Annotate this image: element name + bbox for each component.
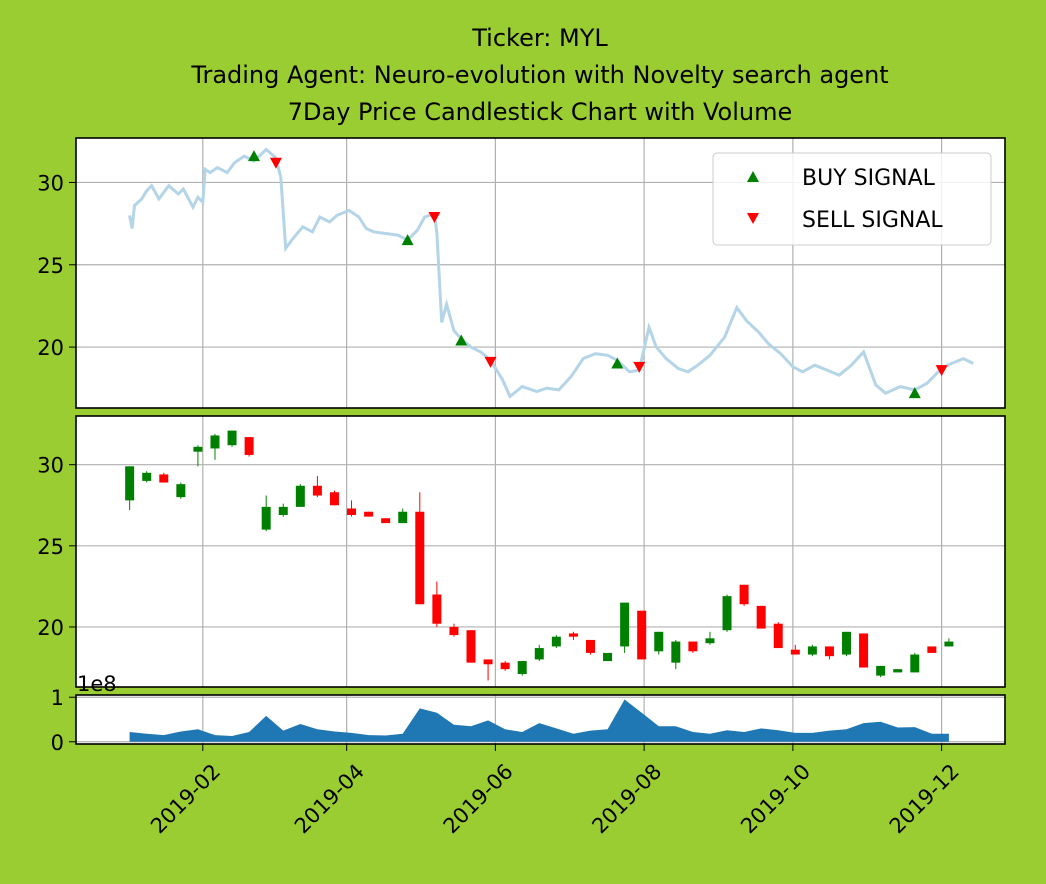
candle-body	[910, 654, 920, 673]
candle-body	[722, 596, 732, 631]
legend: BUY SIGNAL SELL SIGNAL	[712, 152, 992, 246]
volume-frame	[75, 694, 1006, 745]
candle-body	[876, 665, 886, 676]
candle-body	[807, 646, 817, 655]
candle-body	[483, 659, 493, 665]
candle-body	[227, 430, 237, 446]
sell-signal-marker	[428, 212, 441, 224]
candle-y-tick-label: 25	[37, 535, 64, 559]
candle-body	[295, 485, 305, 507]
candle-body	[790, 649, 800, 655]
legend-box	[712, 152, 992, 246]
candle-body	[500, 662, 510, 670]
buy-signal-marker	[247, 150, 260, 162]
candle-body	[620, 602, 630, 647]
candle-body	[739, 584, 749, 605]
candle-body	[278, 506, 288, 515]
candle-body	[125, 466, 135, 501]
x-tick-label: 2019-02	[146, 759, 225, 838]
buy-signal-marker	[455, 334, 468, 346]
candle-body	[603, 652, 613, 662]
sell-signal-marker	[484, 356, 497, 368]
volume-y-tick-label: 1	[51, 686, 64, 710]
legend-sell-label: SELL SIGNAL	[802, 208, 943, 233]
candle-body	[705, 638, 715, 644]
candle-body	[824, 646, 834, 657]
price-y-tick-label: 30	[37, 171, 64, 195]
candle-body	[312, 485, 322, 496]
legend-buy-marker	[747, 171, 759, 182]
chart-title-line-1: Ticker: MYL	[471, 24, 608, 52]
chart-title-line-3: 7Day Price Candlestick Chart with Volume	[288, 98, 793, 126]
sell-signal-marker	[633, 361, 646, 373]
x-tick-label: 2019-12	[885, 759, 964, 838]
candle-body	[637, 610, 647, 660]
candle-body	[927, 646, 937, 653]
candle-body	[176, 484, 186, 498]
buy-signal-marker	[611, 357, 624, 369]
candle-y-tick-label: 20	[37, 616, 64, 640]
x-tick-label: 2019-10	[736, 759, 815, 838]
candlestick-panel: 20 25 30	[37, 415, 1006, 688]
candle-body	[432, 594, 442, 624]
candle-body	[654, 631, 664, 652]
buy-signal-marker	[401, 234, 414, 246]
candle-body	[893, 669, 903, 673]
x-tick-label: 2019-06	[439, 759, 518, 838]
candle-body	[756, 605, 766, 629]
x-tick-label: 2019-04	[290, 759, 369, 838]
candle-body	[449, 626, 459, 636]
price-y-tick-label: 20	[37, 336, 64, 360]
candle-body	[585, 639, 595, 653]
legend-sell-marker	[747, 213, 759, 224]
candle-body	[193, 446, 203, 452]
candle-body	[859, 633, 869, 668]
price-frame	[75, 137, 1006, 409]
candle-body	[551, 636, 561, 647]
candle-body	[261, 506, 271, 530]
candle-body	[415, 511, 425, 605]
candle-body	[568, 633, 578, 637]
volume-y-tick-label: 0	[51, 731, 64, 755]
x-axis: 2019-02 2019-04 2019-06 2019-08 2019-10 2019-…	[146, 744, 964, 838]
chart-title-line-2: Trading Agent: Neuro-evolution with Nove…	[190, 61, 888, 89]
candle-body	[842, 631, 852, 655]
candle-frame	[75, 415, 1006, 688]
price-y-tick-label: 25	[37, 254, 64, 278]
candle-body	[517, 661, 527, 675]
candle-body	[688, 641, 698, 652]
chart-title: Ticker: MYL Trading Agent: Neuro-evoluti…	[190, 24, 888, 126]
volume-area	[129, 699, 949, 742]
sell-signal-marker	[935, 365, 948, 377]
candle-body	[381, 518, 391, 524]
candle-body	[398, 511, 408, 524]
legend-buy-label: BUY SIGNAL	[802, 166, 936, 191]
candle-body	[329, 492, 339, 506]
sell-signal-marker	[269, 157, 282, 169]
candle-body	[773, 623, 783, 649]
candle-body	[210, 435, 220, 449]
volume-panel: 0 1 1e8	[51, 672, 1006, 755]
x-tick-label: 2019-08	[587, 759, 666, 838]
candle-body	[944, 641, 954, 647]
candle-body	[364, 511, 374, 517]
candle-body	[142, 472, 152, 481]
candle-body	[671, 641, 681, 663]
buy-signal-marker	[908, 387, 921, 399]
candle-body	[466, 630, 476, 663]
volume-exponent-label: 1e8	[77, 672, 117, 696]
candle-y-tick-label: 30	[37, 454, 64, 478]
candle-body	[534, 648, 544, 660]
candle-body	[244, 437, 254, 455]
candle-body	[159, 474, 169, 483]
candle-body	[347, 508, 357, 515]
